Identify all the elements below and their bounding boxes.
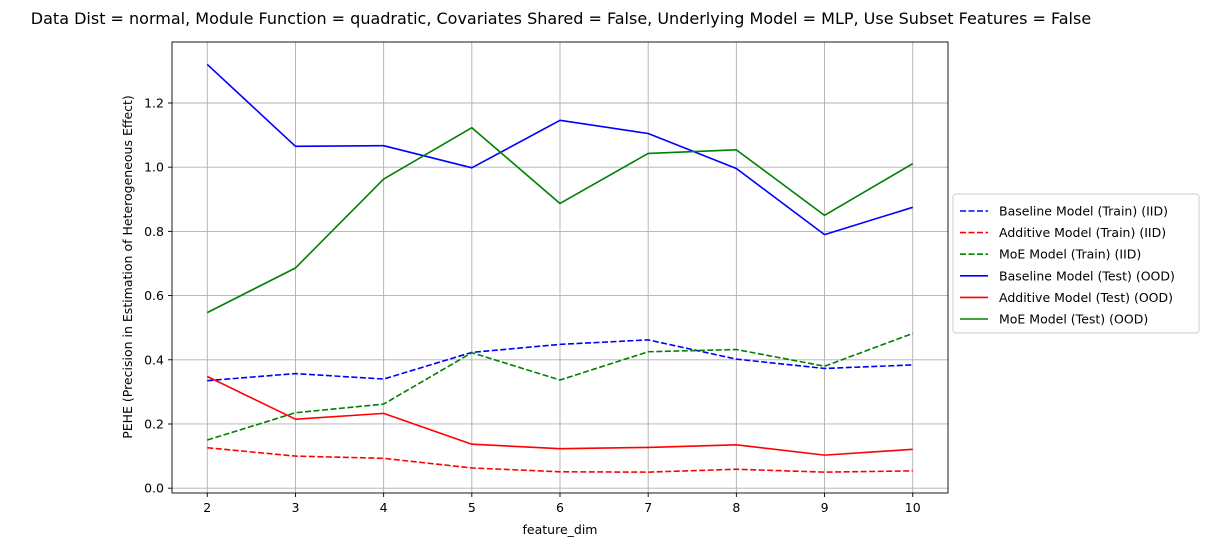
y-axis-label: PEHE (Precision in Estimation of Heterog… [120,95,135,439]
series-line-4 [206,375,913,456]
y-tick-label: 0.4 [144,352,164,367]
legend-label: Additive Model (Test) (OOD) [999,290,1173,305]
x-axis-label: feature_dim [523,522,598,537]
series-line-0 [207,339,913,382]
legend-frame [952,193,1200,334]
legend-label: MoE Model (Test) (OOD) [999,312,1148,327]
series-line-2 [207,332,914,441]
series-line-1 [207,446,913,473]
y-axis-ticks: 0.0 0.2 0.4 0.6 0.8 1.0 1.2 [144,95,172,496]
x-tick-label: 4 [380,500,388,515]
x-tick-label: 10 [905,500,921,515]
legend-items: Baseline Model (Train) (IID) Additive Mod… [960,204,1175,327]
x-tick-label: 5 [468,500,476,515]
legend-label: MoE Model (Train) (IID) [999,247,1141,262]
legend-label: Baseline Model (Test) (OOD) [999,268,1175,283]
x-axis-ticks: 2 3 4 5 6 7 8 9 10 [203,493,921,515]
y-tick-label: 0.8 [144,224,164,239]
series-line-3 [206,63,913,236]
legend-label: Baseline Model (Train) (IID) [999,204,1168,219]
chart-title: Data Dist = normal, Module Function = qu… [31,9,1091,28]
x-tick-label: 7 [644,500,652,515]
y-tick-label: 1.0 [144,160,164,175]
x-tick-label: 6 [556,500,564,515]
x-tick-label: 8 [732,500,740,515]
y-tick-label: 0.2 [144,416,164,431]
plot-series [206,63,914,473]
legend: Baseline Model (Train) (IID) Additive Mod… [952,193,1200,334]
grid-lines [172,42,948,493]
y-tick-label: 0.6 [144,288,164,303]
x-tick-label: 3 [291,500,299,515]
x-tick-label: 9 [821,500,829,515]
x-tick-label: 2 [203,500,211,515]
y-tick-label: 1.2 [144,95,164,110]
legend-label: Additive Model (Train) (IID) [999,225,1166,240]
y-tick-label: 0.0 [144,481,164,496]
series-line-5 [206,126,914,314]
